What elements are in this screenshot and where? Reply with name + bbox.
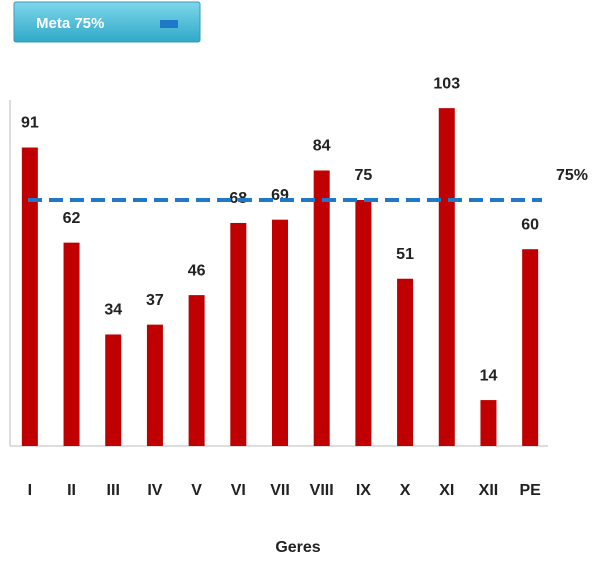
x-tick-label: I bbox=[28, 482, 32, 499]
x-tick-label: PE bbox=[519, 482, 541, 499]
x-tick-label: VI bbox=[231, 482, 246, 499]
x-tick-label: II bbox=[67, 482, 76, 499]
data-label: 84 bbox=[313, 138, 331, 155]
data-label: 103 bbox=[433, 75, 460, 92]
bar bbox=[397, 278, 414, 446]
x-tick-label: XI bbox=[439, 482, 454, 499]
legend-label: Meta 75% bbox=[36, 15, 104, 32]
data-label: 34 bbox=[104, 302, 122, 319]
data-label: 62 bbox=[63, 210, 81, 227]
x-tick-label: XII bbox=[479, 482, 499, 499]
x-tick-label: V bbox=[191, 482, 202, 499]
data-label: 51 bbox=[396, 246, 414, 263]
bar bbox=[438, 108, 455, 446]
data-label: 75 bbox=[354, 167, 372, 184]
bar bbox=[146, 324, 163, 446]
bar bbox=[272, 219, 288, 446]
bar bbox=[355, 200, 372, 446]
bar bbox=[522, 249, 539, 446]
data-label: 46 bbox=[188, 262, 206, 279]
bar bbox=[105, 334, 122, 446]
data-label: 91 bbox=[21, 115, 39, 132]
bar bbox=[313, 170, 330, 447]
bar bbox=[188, 295, 205, 446]
x-tick-label: VII bbox=[270, 482, 290, 499]
bar bbox=[230, 222, 247, 446]
x-tick-label: IV bbox=[147, 482, 162, 499]
bar bbox=[480, 400, 497, 446]
data-label: 37 bbox=[146, 292, 164, 309]
x-tick-label: IX bbox=[356, 482, 371, 499]
bar bbox=[21, 147, 38, 446]
legend-box bbox=[13, 1, 201, 43]
data-label: 60 bbox=[521, 216, 539, 233]
x-tick-label: III bbox=[107, 482, 120, 499]
bar bbox=[63, 242, 80, 446]
legend-swatch bbox=[160, 20, 178, 28]
reference-label: 75% bbox=[556, 167, 588, 184]
x-tick-label: VIII bbox=[310, 482, 334, 499]
data-label: 14 bbox=[480, 367, 498, 384]
x-tick-label: X bbox=[400, 482, 411, 499]
x-axis-title: Geres bbox=[275, 539, 320, 556]
